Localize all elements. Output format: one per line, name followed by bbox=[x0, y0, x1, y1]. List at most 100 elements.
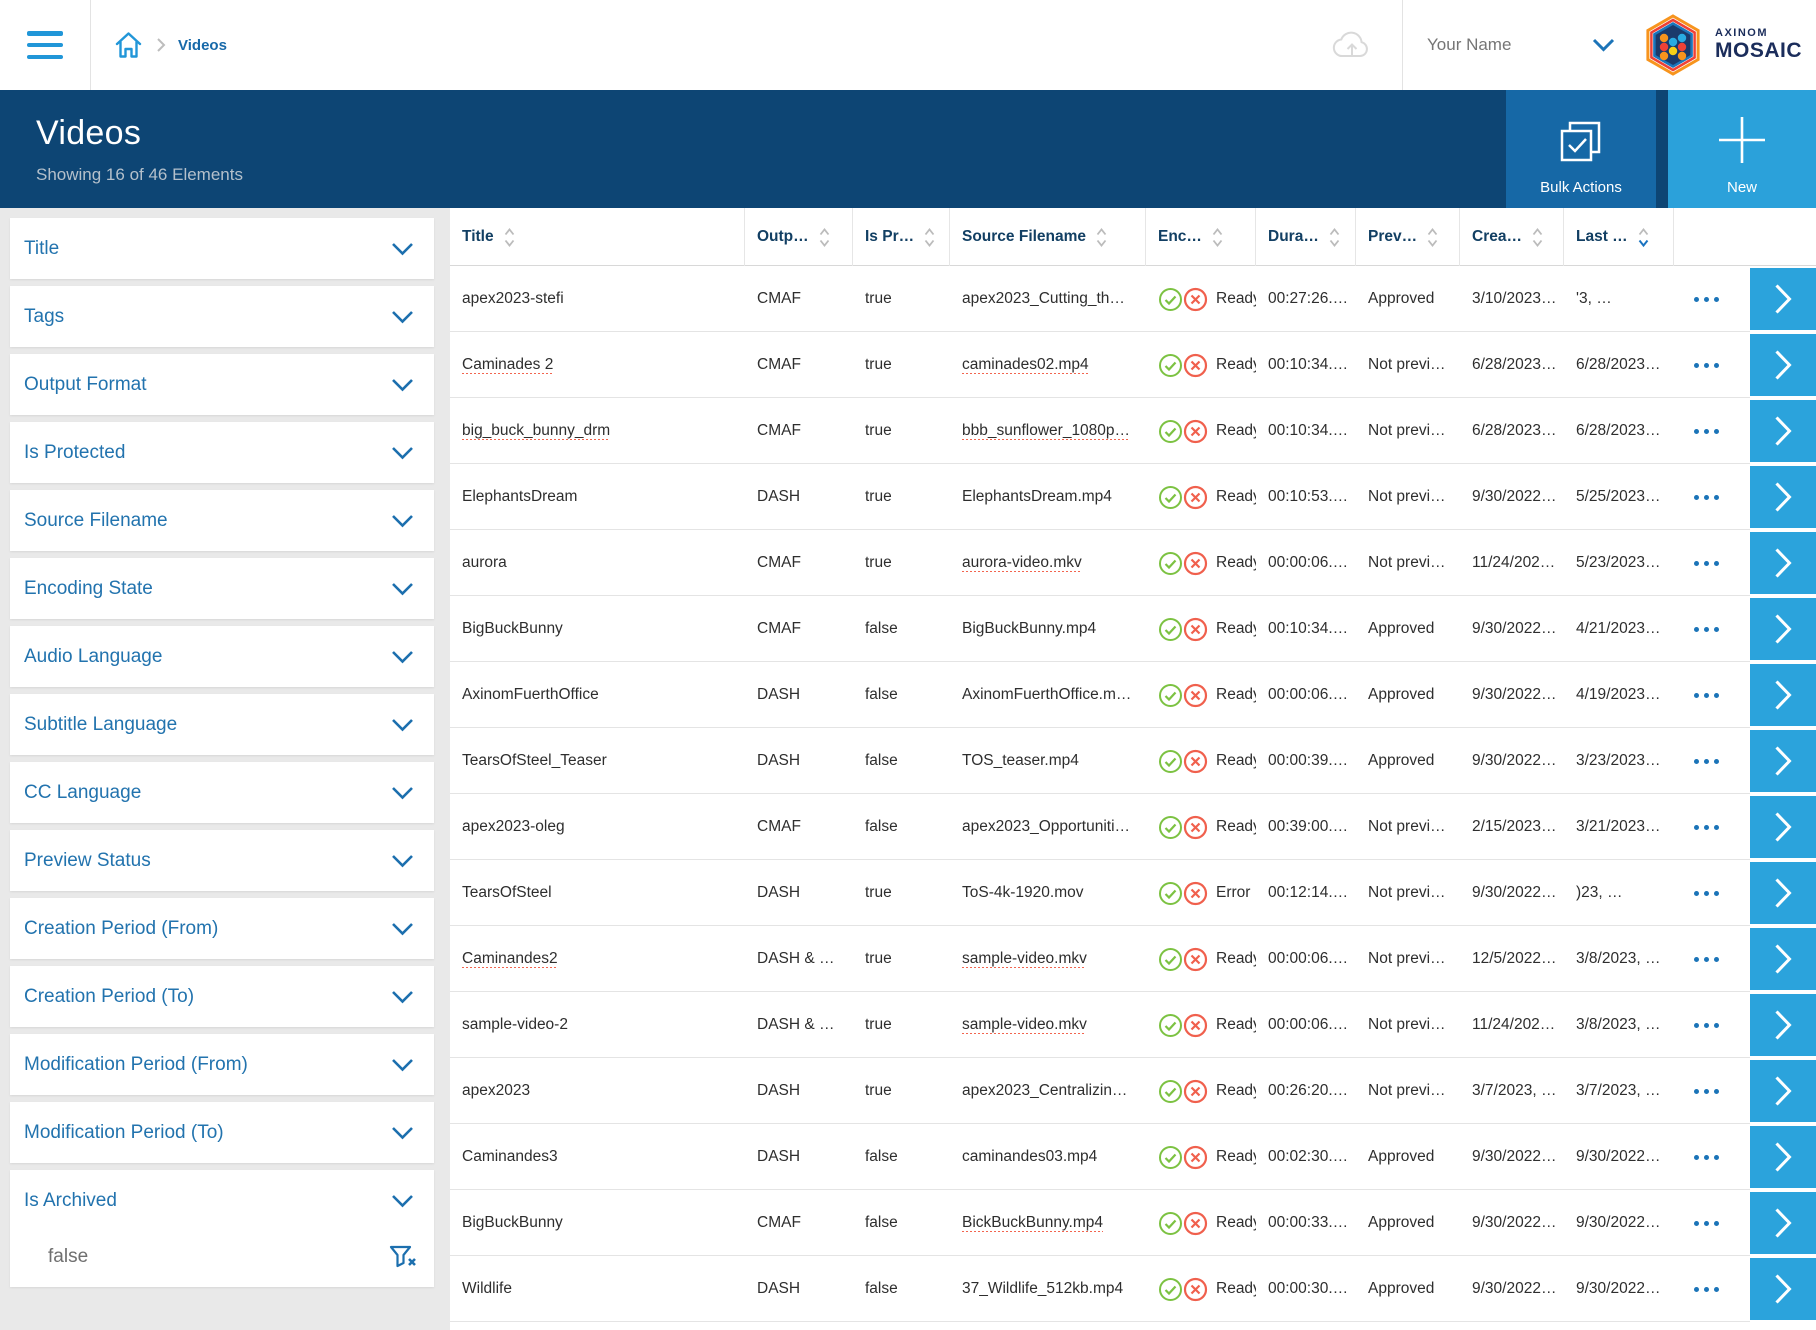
filter-modification-period-to: Modification Period (To) bbox=[10, 1102, 434, 1163]
cell-created: 3/10/2023… bbox=[1472, 290, 1557, 307]
table-row[interactable]: Caminandes2 DASH & … true sample-video.m… bbox=[450, 926, 1816, 992]
cell-title: Caminandes3 bbox=[462, 1148, 558, 1165]
row-open-button[interactable] bbox=[1750, 862, 1816, 924]
table-row[interactable]: big_buck_bunny_drm CMAF true bbb_sunflow… bbox=[450, 398, 1816, 464]
cell-created: 9/30/2022… bbox=[1472, 488, 1557, 505]
cell-last-modified: 6/28/2023… bbox=[1576, 422, 1661, 439]
table-row[interactable]: Caminandes3 DASH false caminandes03.mp4 bbox=[450, 1124, 1816, 1190]
bulk-actions-button[interactable]: Bulk Actions bbox=[1506, 90, 1656, 208]
new-button[interactable]: New bbox=[1668, 90, 1816, 208]
column-header-is-protected[interactable]: Is Pr… bbox=[853, 208, 950, 266]
row-open-button[interactable] bbox=[1750, 532, 1816, 594]
chevron-down-icon bbox=[391, 786, 414, 800]
filter-header[interactable]: Is Protected bbox=[10, 422, 434, 483]
ready-check-icon bbox=[1158, 1145, 1183, 1170]
row-open-button[interactable] bbox=[1750, 796, 1816, 858]
cell-output-format: CMAF bbox=[757, 620, 801, 637]
filter-remove-icon[interactable] bbox=[388, 1244, 418, 1270]
cell-last-modified: 3/8/2023, … bbox=[1576, 950, 1661, 967]
table-row[interactable]: TearsOfSteel_Teaser DASH false TOS_tease… bbox=[450, 728, 1816, 794]
row-actions-button[interactable] bbox=[1688, 421, 1725, 442]
table-row[interactable]: aurora CMAF true aurora-video.mkv bbox=[450, 530, 1816, 596]
cell-output-format: CMAF bbox=[757, 422, 801, 439]
cell-encoding-state: Ready bbox=[1146, 617, 1256, 642]
cell-title: Caminandes2 bbox=[462, 950, 558, 967]
row-open-button[interactable] bbox=[1750, 1126, 1816, 1188]
row-actions-button[interactable] bbox=[1688, 289, 1725, 310]
table-row[interactable]: apex2023-stefi CMAF true apex2023_Cuttin… bbox=[450, 266, 1816, 332]
row-open-button[interactable] bbox=[1750, 466, 1816, 528]
column-header-encoding-state[interactable]: Enc… bbox=[1146, 208, 1256, 266]
row-actions-button[interactable] bbox=[1688, 553, 1725, 574]
column-header-preview-status[interactable]: Prev… bbox=[1356, 208, 1460, 266]
table-row[interactable]: BigBuckBunny CMAF false BickBuckBunny.mp… bbox=[450, 1190, 1816, 1256]
row-actions-button[interactable] bbox=[1688, 685, 1725, 706]
ready-check-icon bbox=[1158, 617, 1183, 642]
table-row[interactable]: AxinomFuerthOffice DASH false AxinomFuer… bbox=[450, 662, 1816, 728]
row-actions-button[interactable] bbox=[1688, 949, 1725, 970]
home-icon[interactable] bbox=[113, 30, 144, 60]
filter-header[interactable]: Output Format bbox=[10, 354, 434, 415]
row-actions-button[interactable] bbox=[1688, 1279, 1725, 1300]
filter-header[interactable]: Subtitle Language bbox=[10, 694, 434, 755]
filter-header[interactable]: Is Archived bbox=[10, 1170, 434, 1231]
menu-icon[interactable] bbox=[27, 31, 63, 59]
column-header-last-modified[interactable]: Last … bbox=[1564, 208, 1674, 266]
row-actions-button[interactable] bbox=[1688, 1147, 1725, 1168]
cell-created: 12/5/2022… bbox=[1472, 950, 1557, 967]
table-row[interactable]: ElephantsDream DASH true ElephantsDream.… bbox=[450, 464, 1816, 530]
table-row[interactable]: TearsOfSteel DASH true ToS-4k-1920.mov bbox=[450, 860, 1816, 926]
row-actions-button[interactable] bbox=[1688, 1081, 1725, 1102]
row-actions-button[interactable] bbox=[1688, 883, 1725, 904]
filter-header[interactable]: CC Language bbox=[10, 762, 434, 823]
ready-check-icon bbox=[1158, 683, 1183, 708]
cell-is-protected: true bbox=[865, 950, 892, 967]
table-row[interactable]: apex2023 DASH true apex2023_Centralizin… bbox=[450, 1058, 1816, 1124]
bulk-actions-icon bbox=[1558, 119, 1604, 165]
table-row[interactable]: sample-video-2 DASH & … true sample-vide… bbox=[450, 992, 1816, 1058]
row-open-button[interactable] bbox=[1750, 994, 1816, 1056]
filter-header[interactable]: Creation Period (To) bbox=[10, 966, 434, 1027]
row-open-button[interactable] bbox=[1750, 400, 1816, 462]
filter-header[interactable]: Source Filename bbox=[10, 490, 434, 551]
filter-header[interactable]: Title bbox=[10, 218, 434, 279]
row-open-button[interactable] bbox=[1750, 1192, 1816, 1254]
row-open-button[interactable] bbox=[1750, 928, 1816, 990]
row-actions-button[interactable] bbox=[1688, 487, 1725, 508]
filter-header[interactable]: Audio Language bbox=[10, 626, 434, 687]
row-open-button[interactable] bbox=[1750, 1060, 1816, 1122]
status-text: Ready bbox=[1216, 1082, 1256, 1099]
table-row[interactable]: apex2023-oleg CMAF false apex2023_Opport… bbox=[450, 794, 1816, 860]
row-actions-button[interactable] bbox=[1688, 1213, 1725, 1234]
table-row[interactable]: Caminades 2 CMAF true caminades02.mp4 bbox=[450, 332, 1816, 398]
cell-open bbox=[1750, 398, 1816, 464]
filter-header[interactable]: Encoding State bbox=[10, 558, 434, 619]
row-open-button[interactable] bbox=[1750, 730, 1816, 792]
column-header-title[interactable]: Title bbox=[450, 208, 745, 266]
filter-header[interactable]: Tags bbox=[10, 286, 434, 347]
row-open-button[interactable] bbox=[1750, 664, 1816, 726]
chevron-down-icon bbox=[1592, 38, 1615, 52]
filter-header[interactable]: Modification Period (From) bbox=[10, 1034, 434, 1095]
row-open-button[interactable] bbox=[1750, 334, 1816, 396]
cell-last-modified: 9/30/2022… bbox=[1576, 1214, 1661, 1231]
filter-header[interactable]: Modification Period (To) bbox=[10, 1102, 434, 1163]
row-actions-button[interactable] bbox=[1688, 751, 1725, 772]
filter-sidebar: Title Tags bbox=[0, 208, 450, 1330]
column-header-duration[interactable]: Dura… bbox=[1256, 208, 1356, 266]
column-header-created[interactable]: Crea… bbox=[1460, 208, 1564, 266]
table-row[interactable]: BigBuckBunny CMAF false BigBuckBunny.mp4 bbox=[450, 596, 1816, 662]
user-menu[interactable]: Your Name bbox=[1403, 0, 1641, 90]
row-open-button[interactable] bbox=[1750, 1258, 1816, 1320]
row-open-button[interactable] bbox=[1750, 598, 1816, 660]
row-open-button[interactable] bbox=[1750, 268, 1816, 330]
row-actions-button[interactable] bbox=[1688, 355, 1725, 376]
filter-header[interactable]: Creation Period (From) bbox=[10, 898, 434, 959]
row-actions-button[interactable] bbox=[1688, 619, 1725, 640]
filter-header[interactable]: Preview Status bbox=[10, 830, 434, 891]
column-header-output-format[interactable]: Outp… bbox=[745, 208, 853, 266]
column-header-source-filename[interactable]: Source Filename bbox=[950, 208, 1146, 266]
row-actions-button[interactable] bbox=[1688, 1015, 1725, 1036]
row-actions-button[interactable] bbox=[1688, 817, 1725, 838]
table-row[interactable]: Wildlife DASH false 37_Wildlife_512kb.mp… bbox=[450, 1256, 1816, 1322]
